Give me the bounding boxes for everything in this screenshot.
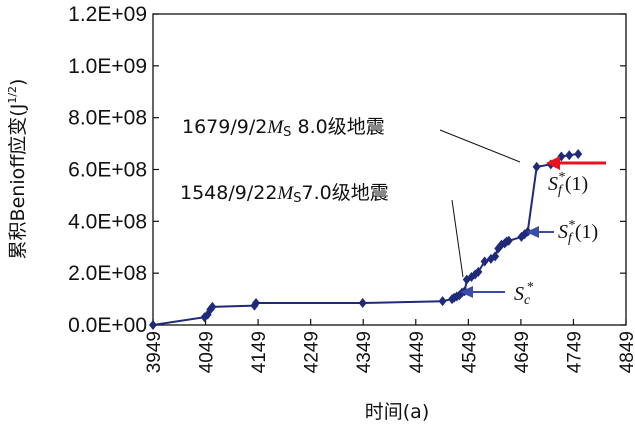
sf-marker-blue: Sf*(1)	[526, 218, 598, 246]
x-tick-label: 4549	[459, 331, 480, 373]
y-axis-title: 累积Benioff应变(J1/2)	[6, 79, 29, 260]
annotation-1548-rest: 7.0级地震	[302, 182, 389, 204]
data-point	[480, 256, 489, 267]
leader-line-1548	[451, 199, 464, 278]
x-tick-label: 4749	[564, 331, 585, 373]
y-axis-title-main: 累积Benioff应变(J	[7, 104, 29, 260]
data-point	[574, 148, 583, 159]
data-point	[504, 235, 513, 246]
sf-red-label: Sf*(1)	[548, 170, 588, 198]
sf-arrow-red-head	[546, 156, 560, 170]
annotation-1679-date: 1679/9/2	[182, 116, 267, 138]
data-point	[208, 301, 217, 312]
sf-blue-suffix: (1)	[575, 221, 598, 243]
sc-marker: Sc*	[460, 280, 533, 308]
x-tick-label: 4449	[407, 331, 428, 373]
y-tick-label: 2.0E+08	[68, 262, 147, 285]
y-tick-label: 4.0E+08	[68, 210, 147, 233]
annotation-1548-ms-sub: S	[293, 191, 301, 206]
data-point	[438, 296, 447, 307]
annotation-1679-ms: M	[266, 117, 284, 138]
annotation-1679-ms-sub: S	[283, 125, 291, 140]
y-tick-label: 6.0E+08	[68, 159, 147, 182]
data-point	[474, 266, 483, 277]
sc-label: Sc*	[514, 280, 533, 308]
x-tick-label: 4049	[197, 331, 218, 373]
annotation-1548-ms: M	[276, 183, 294, 204]
sf-red-sub: f	[558, 183, 564, 198]
y-axis-title-sup: 1/2	[6, 86, 19, 104]
y-tick-label: 8.0E+08	[68, 107, 147, 130]
svg-text:累积Benioff应变(J1/2): 累积Benioff应变(J1/2)	[6, 79, 29, 260]
sc-sub: c	[524, 293, 531, 308]
data-point	[491, 251, 500, 262]
sf-red-symbol: S	[548, 173, 558, 195]
y-axis-title-close: )	[7, 79, 29, 86]
sf-arrow-blue-head	[526, 226, 539, 238]
x-tick-label: 4649	[512, 331, 533, 373]
sc-symbol: S	[514, 283, 524, 305]
y-tick-label: 1.0E+09	[68, 55, 147, 78]
annotation-1679: 1679/9/2MS 8.0级地震	[182, 116, 385, 140]
data-point	[252, 297, 261, 308]
data-point	[358, 297, 367, 308]
data-point	[149, 320, 157, 330]
annotation-1679-rest: 8.0级地震	[291, 116, 384, 138]
sf-marker-red: Sf*(1)	[546, 156, 606, 198]
sf-blue-sub: f	[568, 231, 574, 246]
x-tick-label: 4249	[302, 331, 323, 373]
sc-sup: *	[526, 280, 533, 295]
sf-blue-label: Sf*(1)	[558, 218, 598, 246]
sf-red-sup: *	[558, 170, 565, 185]
sf-red-suffix: (1)	[565, 173, 588, 195]
data-point	[532, 161, 541, 172]
y-axis-ticks: 0.0E+00 2.0E+08 4.0E+08 6.0E+08 8.0E+08 1.0E+…	[68, 3, 626, 337]
x-axis-ticks: 3949 4049 4149 4249 4349 4449 4549 4649 4749 4849	[144, 319, 635, 373]
annotation-1548: 1548/9/22MS7.0级地震	[180, 182, 389, 206]
y-tick-label: 1.2E+09	[68, 3, 147, 26]
x-axis-title: 时间(a)	[365, 401, 429, 423]
x-tick-label: 3949	[144, 331, 165, 373]
x-tick-label: 4849	[617, 331, 635, 373]
y-tick-label: 0.0E+00	[68, 314, 147, 337]
x-tick-label: 4149	[249, 331, 270, 373]
data-point	[565, 150, 574, 161]
sc-arrow-head	[460, 286, 473, 298]
annotation-1548-date: 1548/9/22	[180, 182, 277, 204]
x-tick-label: 4349	[354, 331, 375, 373]
plot-frame	[152, 13, 627, 326]
leader-line-1679	[439, 129, 521, 163]
sf-blue-sup: *	[568, 218, 575, 233]
sf-blue-symbol: S	[558, 221, 568, 243]
